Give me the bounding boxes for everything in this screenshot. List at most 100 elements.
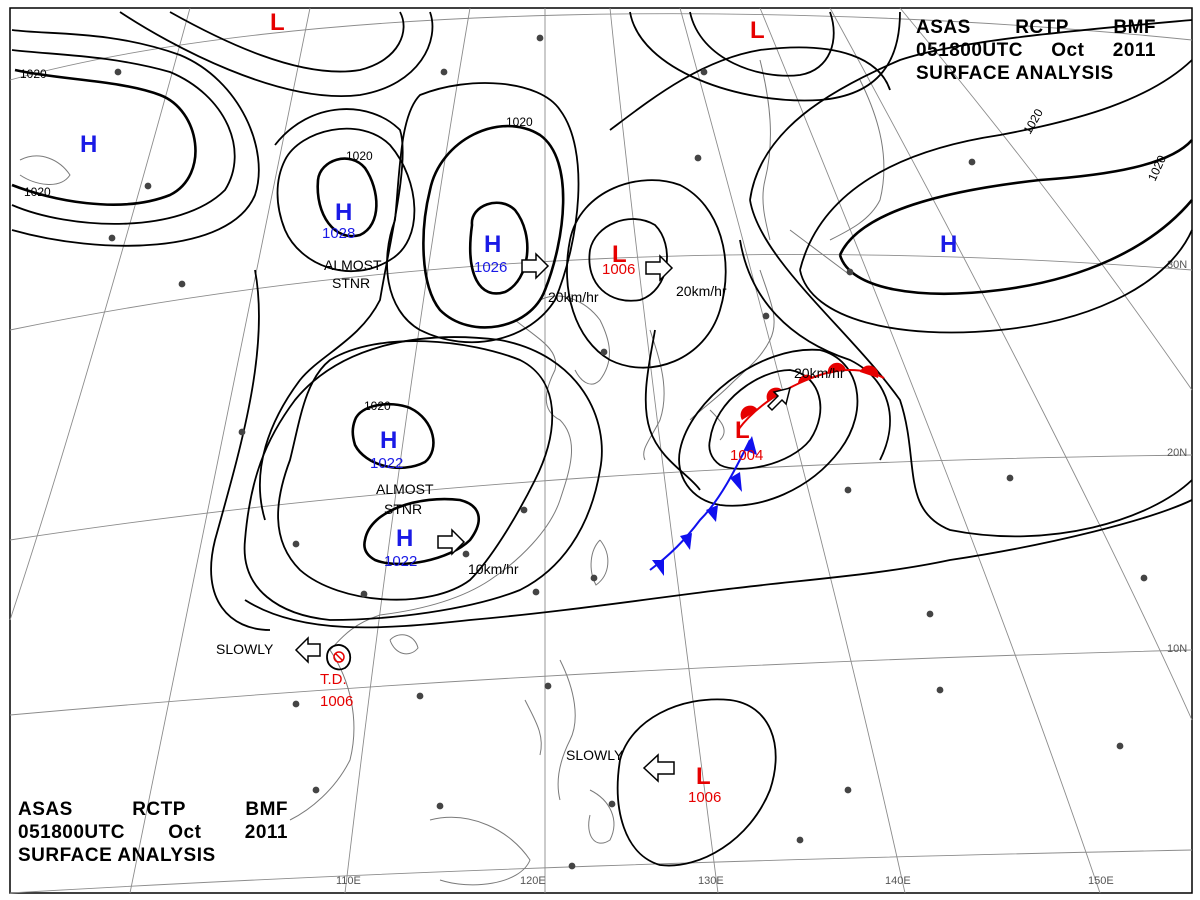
station-marker	[312, 786, 320, 794]
lat-lon-labels: 110E 120E 130E 140E 150E 30N 20N 10N	[336, 259, 1187, 887]
coast-philippines-west	[524, 699, 542, 756]
header-time-row: 051800UTC Oct 2011	[18, 821, 288, 844]
lat-label-10n: 10N	[1167, 643, 1187, 655]
header-agency: RCTP	[132, 799, 186, 820]
isobar-east-big	[749, 19, 1193, 201]
parallel-10n	[9, 649, 1193, 716]
isobar-west-long	[210, 269, 271, 631]
station-marker	[416, 692, 424, 700]
station-marker	[1116, 742, 1124, 750]
header-time: Oct	[1051, 40, 1085, 61]
high-center: H	[335, 199, 352, 226]
lon-label-150e: 150E	[1088, 875, 1114, 887]
low-center: L	[612, 241, 627, 268]
cold-front	[649, 436, 757, 576]
meridian-160e	[829, 7, 1193, 721]
isobar-east-big-2	[749, 199, 1193, 538]
motion-arrow-west	[642, 753, 675, 783]
high-center: H	[940, 231, 957, 258]
coast-kyushu	[709, 409, 725, 441]
low-center: L	[735, 417, 750, 444]
td-symbol-icon	[333, 651, 345, 663]
td-symbol-cross	[334, 652, 344, 662]
station-marker	[762, 312, 770, 320]
map-header-bottom: ASAS RCTP BMF 051800UTC Oct 2011 SURFACE…	[18, 798, 288, 867]
graticule	[9, 7, 1193, 894]
coast-mindanao	[588, 789, 615, 844]
high-center: H	[80, 131, 97, 158]
parallel-30n	[9, 254, 1193, 331]
meridian-140e	[679, 7, 906, 894]
station-marker	[238, 428, 246, 436]
annotations: ALMOST STNR ALMOST STNR 20km/hr 20km/hr …	[216, 257, 845, 763]
motion-speed-label: 20km/hr	[548, 289, 599, 305]
coast-kamchatka	[829, 79, 885, 241]
station-marker	[440, 68, 448, 76]
station-marker	[436, 802, 444, 810]
station-marker	[968, 158, 976, 166]
isobar-1028-outer	[276, 127, 416, 273]
station-marker	[532, 588, 540, 596]
station-marker	[590, 574, 598, 582]
isobar-south-long	[244, 499, 1193, 629]
high-value: 1028	[322, 225, 355, 242]
high-value: 1022	[384, 553, 417, 570]
station-marker	[1140, 574, 1148, 582]
motion-speed-label: 20km/hr	[794, 365, 845, 381]
meridian-130e	[609, 7, 719, 894]
isobar-central-outer	[259, 108, 404, 521]
low-value: 1006	[602, 261, 635, 278]
isobar-nw-high-mid	[11, 49, 236, 225]
coast-sakhalin	[759, 59, 771, 241]
station-marker	[520, 506, 528, 514]
map-header-top: ASAS RCTP BMF 051800UTC Oct 2011 SURFACE…	[916, 16, 1156, 85]
isobar-1004-inner	[708, 369, 822, 470]
map-frame	[9, 7, 1193, 894]
isobar-label: 1020	[20, 67, 47, 81]
isobar-south-low	[616, 698, 777, 867]
cold-front-line	[649, 439, 751, 571]
lon-label-130e: 130E	[698, 875, 724, 887]
station-marker	[844, 786, 852, 794]
coast-bohai	[539, 295, 610, 385]
header-agency: BMF	[245, 799, 288, 820]
cold-front-tooth	[730, 472, 742, 492]
isobar-1006-outer	[566, 179, 727, 369]
header-agency-row: ASAS RCTP BMF	[916, 16, 1156, 39]
cold-front-tooth	[706, 505, 718, 522]
header-agency-row: ASAS RCTP BMF	[18, 798, 288, 821]
warm-front	[737, 362, 885, 431]
meridian-90e	[9, 7, 191, 621]
isobar-label: 1020	[506, 115, 533, 129]
low-value: 1006	[688, 789, 721, 806]
cold-front-tooth	[744, 436, 757, 455]
isobar-1006-low	[588, 218, 668, 302]
almost-stnr-label: ALMOST	[376, 481, 434, 497]
almost-stnr-label: STNR	[384, 501, 422, 517]
parallel-20n	[9, 454, 1193, 541]
coast-hainan	[389, 634, 419, 655]
parallel-40n	[9, 13, 1193, 81]
low-value: 1004	[730, 447, 763, 464]
coast-japan	[689, 269, 775, 421]
high-center: H	[396, 525, 413, 552]
coast-china	[329, 319, 573, 651]
isobar-nw-high-outer	[11, 29, 260, 247]
coast-vietnam	[289, 649, 355, 821]
isobar-japan-north	[609, 46, 891, 131]
isobar-1020-center	[351, 402, 435, 470]
header-agency: RCTP	[1015, 17, 1069, 38]
header-time: 2011	[244, 822, 288, 843]
warm-front-bump	[740, 405, 758, 420]
station-marker	[700, 68, 708, 76]
warm-front-bump	[827, 362, 846, 374]
high-value: 1022	[370, 455, 403, 472]
meridian-150e	[759, 7, 1101, 894]
tropical-depression: T.D. 1006	[320, 651, 353, 710]
station-marker	[292, 700, 300, 708]
isobar-east-high-inner-bot	[838, 199, 1193, 295]
low-center: L	[270, 9, 285, 36]
coast-luzon	[557, 659, 576, 801]
isobar-td-circle	[326, 644, 352, 671]
slowly-label: SLOWLY	[566, 747, 624, 763]
